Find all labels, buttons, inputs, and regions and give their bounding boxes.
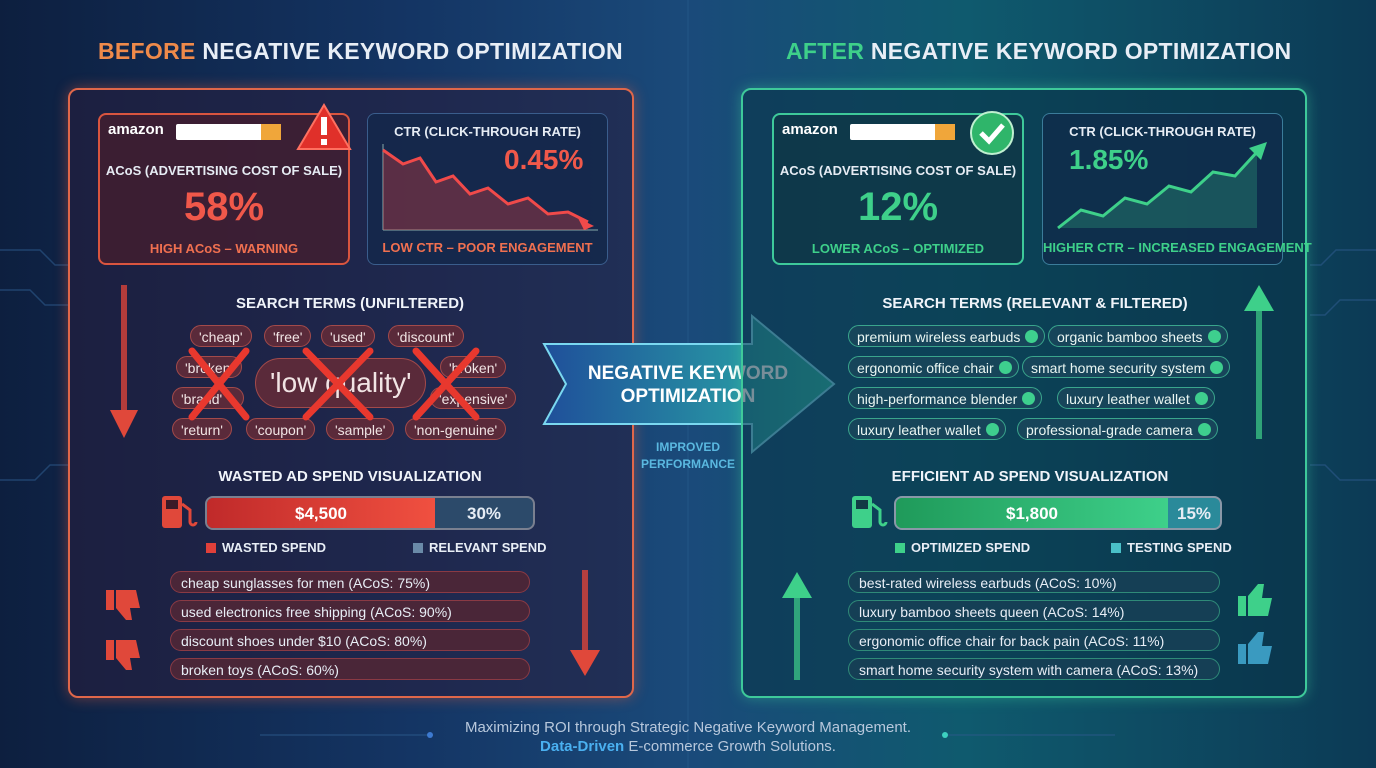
legend-text: OPTIMIZED SPEND — [911, 540, 1031, 555]
up-arrow — [782, 572, 812, 680]
keyword-row: best-rated wireless earbuds (ACoS: 10%) — [848, 571, 1220, 593]
ctr-label: CTR (CLICK-THROUGH RATE) — [1069, 124, 1256, 139]
heading-rest: NEGATIVE KEYWORD OPTIMIZATION — [870, 38, 1292, 64]
legend-swatch — [206, 543, 216, 553]
spend-title: WASTED AD SPEND VISUALIZATION — [218, 468, 482, 485]
spend-main-label: $4,500 — [295, 504, 347, 523]
legend-text: TESTING SPEND — [1127, 540, 1232, 555]
spend-bar-main — [207, 498, 435, 528]
keyword-row: luxury bamboo sheets queen (ACoS: 14%) — [848, 600, 1220, 622]
center-label: NEGATIVE KEYWORD OPTIMIZATION — [587, 363, 789, 407]
spend-bar: $1,800 15% — [894, 496, 1222, 530]
search-tag: luxury leather wallet — [848, 418, 1006, 440]
thumbs-down-icons — [106, 590, 140, 670]
ctr-note: HIGHER CTR – INCREASED ENGAGEMENT — [1043, 240, 1312, 255]
search-tag: 'free' — [264, 325, 312, 347]
legend-item: WASTED SPEND — [206, 540, 326, 555]
legend-text: WASTED SPEND — [222, 540, 327, 555]
keyword-row: used electronics free shipping (ACoS: 90… — [170, 600, 530, 622]
ctr-card: CTR (CLICK-THROUGH RATE) 0.45% LOW CTR –… — [367, 113, 608, 265]
center-sub: IMPROVED PERFORMANCE — [640, 440, 735, 471]
search-tag: 'cheap' — [190, 325, 252, 347]
search-tag: 'sample' — [326, 418, 395, 440]
acos-label: ACoS (ADVERTISING COST OF SALE) — [105, 163, 343, 178]
heading-accent: AFTER — [786, 38, 865, 64]
search-terms-title: SEARCH TERMS (RELEVANT & FILTERED) — [882, 295, 1188, 312]
ctr-value: 0.45% — [504, 144, 584, 175]
search-tag: luxury leather wallet — [1057, 387, 1215, 409]
acos-card: amazon ACoS (ADVERTISING COST OF SALE) 5… — [98, 103, 352, 265]
heading-accent: BEFORE — [98, 38, 196, 64]
search-tag: smart home security system — [1022, 356, 1231, 378]
search-tag: 'discount' — [388, 325, 464, 347]
thumbs-up-icons — [1238, 584, 1272, 664]
spend-main-label: $1,800 — [1006, 504, 1058, 523]
keyword-row: broken toys (ACoS: 60%) — [170, 658, 530, 680]
ctr-sparkline — [382, 144, 598, 231]
acos-value: 58% — [183, 185, 265, 229]
ctr-note: LOW CTR – POOR ENGAGEMENT — [382, 240, 593, 255]
legend-swatch — [1111, 543, 1121, 553]
acos-note: HIGH ACoS – WARNING — [149, 241, 299, 256]
warning-icon — [296, 103, 352, 150]
footer-line1: Maximizing ROI through Strategic Negativ… — [464, 719, 912, 736]
cross-marks — [188, 347, 480, 421]
legend-item: RELEVANT SPEND — [413, 540, 547, 555]
ctr-sparkline — [1057, 142, 1267, 230]
search-tag: 'non-genuine' — [405, 418, 507, 440]
after-heading: AFTER NEGATIVE KEYWORD OPTIMIZATION — [786, 38, 1291, 65]
spend-side-label: 30% — [466, 504, 502, 523]
search-box — [850, 124, 954, 140]
keyword-row: cheap sunglasses for men (ACoS: 75%) — [170, 571, 530, 593]
footer-bold: Data-Driven — [540, 738, 625, 755]
keyword-row: discount shoes under $10 (ACoS: 80%) — [170, 629, 530, 651]
spend-title: EFFICIENT AD SPEND VISUALIZATION — [891, 468, 1169, 485]
search-tag: 'return' — [172, 418, 232, 440]
search-tag: ergonomic office chair — [848, 356, 1019, 378]
keyword-row: smart home security system with camera (… — [848, 658, 1220, 680]
ctr-value: 1.85% — [1069, 144, 1149, 175]
search-button — [935, 124, 955, 140]
legend-text: RELEVANT SPEND — [429, 540, 547, 555]
search-tag: high-performance blender — [848, 387, 1043, 409]
before-heading: BEFORE NEGATIVE KEYWORD OPTIMIZATION — [98, 38, 623, 65]
legend-swatch — [895, 543, 905, 553]
down-arrow — [570, 570, 600, 676]
spend-bar-main — [896, 498, 1168, 528]
search-box — [176, 124, 280, 140]
search-button — [261, 124, 281, 140]
check-icon — [970, 111, 1014, 155]
search-tag-large: 'low quality' — [255, 358, 427, 408]
fuel-icon — [162, 496, 198, 528]
footer-rest: E-commerce Growth Solutions. — [628, 738, 836, 755]
search-tag: professional-grade camera — [1017, 418, 1218, 440]
down-arrow — [110, 285, 138, 438]
search-tag: 'used' — [321, 325, 375, 347]
ctr-label: CTR (CLICK-THROUGH RATE) — [394, 124, 581, 139]
acos-card: amazon ACoS (ADVERTISING COST OF SALE) 1… — [772, 111, 1024, 265]
fuel-icon — [852, 496, 888, 528]
spend-side-label: 15% — [1176, 504, 1212, 523]
search-terms-title: SEARCH TERMS (UNFILTERED) — [235, 295, 465, 312]
legend-swatch — [413, 543, 423, 553]
heading-rest: NEGATIVE KEYWORD OPTIMIZATION — [202, 38, 623, 64]
search-tag: organic bamboo sheets — [1048, 325, 1228, 347]
brand: amazon — [782, 121, 838, 138]
acos-note: LOWER ACoS – OPTIMIZED — [811, 241, 985, 256]
footer-line2: Data-Driven E-commerce Growth Solutions. — [0, 738, 1376, 755]
acos-value: 12% — [857, 185, 939, 229]
search-tag: 'coupon' — [246, 418, 316, 440]
acos-label: ACoS (ADVERTISING COST OF SALE) — [779, 163, 1017, 178]
ctr-card: CTR (CLICK-THROUGH RATE) 1.85% HIGHER CT… — [1042, 113, 1312, 265]
brand: amazon — [108, 121, 164, 138]
legend-item: TESTING SPEND — [1111, 540, 1232, 555]
legend-item: OPTIMIZED SPEND — [895, 540, 1030, 555]
search-tag: premium wireless earbuds — [848, 325, 1046, 347]
up-arrow — [1244, 285, 1274, 439]
keyword-row: ergonomic office chair for back pain (AC… — [848, 629, 1220, 651]
spend-bar: $4,500 30% — [205, 496, 535, 530]
